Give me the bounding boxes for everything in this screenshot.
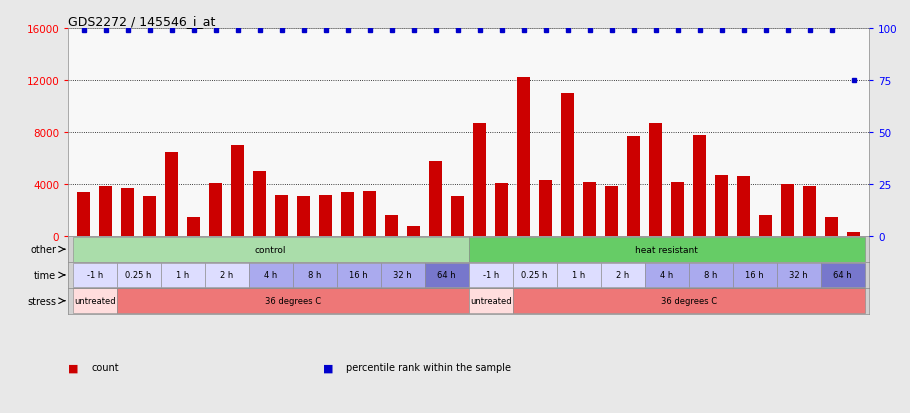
Text: 36 degrees C: 36 degrees C <box>265 297 320 306</box>
Bar <box>143 197 157 237</box>
Bar <box>73 289 116 313</box>
Text: -1 h: -1 h <box>86 271 103 280</box>
Text: 4 h: 4 h <box>264 271 278 280</box>
Bar <box>253 172 267 237</box>
Bar <box>363 191 376 237</box>
Bar <box>561 94 574 237</box>
Bar <box>73 237 469 262</box>
Bar <box>116 289 469 313</box>
Bar <box>473 124 486 237</box>
Text: 2 h: 2 h <box>616 271 630 280</box>
Bar <box>737 177 750 237</box>
Bar <box>121 189 135 237</box>
Text: 8 h: 8 h <box>704 271 717 280</box>
Text: 16 h: 16 h <box>745 271 764 280</box>
Bar <box>165 152 178 237</box>
Bar <box>116 263 161 287</box>
Bar <box>337 263 380 287</box>
Bar <box>847 233 860 237</box>
Text: 32 h: 32 h <box>393 271 412 280</box>
Text: other: other <box>30 244 56 254</box>
Bar <box>583 182 596 237</box>
Text: control: control <box>255 245 287 254</box>
Bar <box>715 176 728 237</box>
Bar <box>539 181 552 237</box>
Bar <box>248 263 293 287</box>
Bar <box>689 263 733 287</box>
Text: 64 h: 64 h <box>438 271 456 280</box>
Bar <box>231 146 244 237</box>
Text: 4 h: 4 h <box>660 271 673 280</box>
Bar <box>803 186 816 237</box>
Bar <box>385 216 399 237</box>
Text: -1 h: -1 h <box>482 271 499 280</box>
Text: 1 h: 1 h <box>176 271 189 280</box>
Bar <box>512 263 557 287</box>
Bar <box>759 216 773 237</box>
Bar <box>733 263 776 287</box>
Bar <box>99 186 112 237</box>
Text: count: count <box>91 363 118 373</box>
Text: 8 h: 8 h <box>308 271 321 280</box>
Bar <box>293 263 337 287</box>
Bar <box>693 135 706 237</box>
Bar <box>517 78 531 237</box>
Text: GDS2272 / 145546_i_at: GDS2272 / 145546_i_at <box>68 15 216 28</box>
Text: untreated: untreated <box>470 297 511 306</box>
Bar <box>275 195 288 237</box>
Text: 0.25 h: 0.25 h <box>126 271 152 280</box>
Bar <box>341 192 354 237</box>
Text: 32 h: 32 h <box>789 271 808 280</box>
Bar <box>671 182 684 237</box>
Bar <box>557 263 601 287</box>
Text: percentile rank within the sample: percentile rank within the sample <box>346 363 511 373</box>
Bar <box>187 217 200 237</box>
Text: time: time <box>34 270 56 280</box>
Bar <box>627 137 641 237</box>
Bar <box>451 197 464 237</box>
Text: ■: ■ <box>323 363 334 373</box>
Bar <box>821 263 864 287</box>
Text: 1 h: 1 h <box>572 271 585 280</box>
Bar <box>209 183 222 237</box>
Bar <box>605 186 618 237</box>
Bar <box>781 185 794 237</box>
Text: 36 degrees C: 36 degrees C <box>661 297 717 306</box>
Text: heat resistant: heat resistant <box>635 245 698 254</box>
Bar <box>644 263 689 287</box>
Bar <box>205 263 248 287</box>
Bar <box>73 263 116 287</box>
Bar <box>407 226 420 237</box>
Text: 2 h: 2 h <box>220 271 233 280</box>
Text: stress: stress <box>27 296 56 306</box>
Bar <box>649 124 662 237</box>
Bar <box>776 263 821 287</box>
Bar <box>601 263 644 287</box>
Bar <box>469 289 512 313</box>
Text: 16 h: 16 h <box>349 271 368 280</box>
Bar <box>319 195 332 237</box>
Bar <box>425 263 469 287</box>
Bar <box>469 263 512 287</box>
Bar <box>161 263 205 287</box>
Text: untreated: untreated <box>74 297 116 306</box>
Text: 0.25 h: 0.25 h <box>521 271 548 280</box>
Bar <box>495 183 509 237</box>
Text: ■: ■ <box>68 363 79 373</box>
Bar <box>825 217 838 237</box>
Bar <box>77 192 90 237</box>
Text: 64 h: 64 h <box>834 271 852 280</box>
Bar <box>429 161 442 237</box>
Bar <box>297 197 310 237</box>
Bar <box>380 263 425 287</box>
Bar <box>512 289 864 313</box>
Bar <box>469 237 864 262</box>
